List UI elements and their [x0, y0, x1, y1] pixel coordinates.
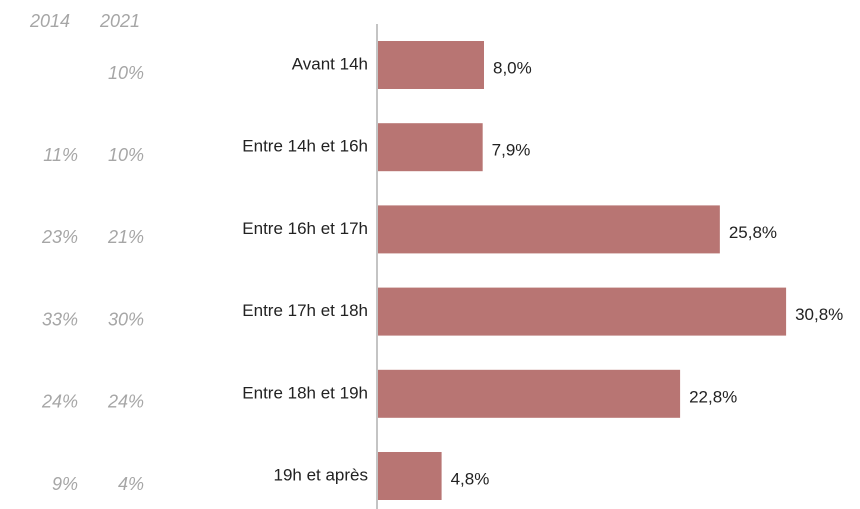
value-label: 25,8%	[729, 223, 777, 242]
column-value: 10%	[108, 63, 144, 83]
column-value: 33%	[42, 309, 78, 329]
bar	[378, 369, 681, 418]
column-value: 30%	[108, 309, 144, 329]
category-label: Entre 16h et 17h	[242, 219, 368, 238]
column-header: 2021	[99, 11, 140, 31]
value-label: 30,8%	[795, 305, 843, 324]
column-value: 24%	[107, 392, 144, 412]
category-label: Entre 17h et 18h	[242, 301, 368, 320]
column-value: 10%	[108, 145, 144, 165]
value-label: 22,8%	[689, 387, 737, 406]
value-label: 7,9%	[492, 141, 531, 160]
column-value: 23%	[41, 227, 78, 247]
bar	[378, 287, 787, 336]
value-label: 8,0%	[493, 58, 532, 77]
bar	[378, 41, 484, 89]
value-label: 4,8%	[451, 469, 490, 488]
column-value: 24%	[41, 392, 78, 412]
column-value: 4%	[118, 474, 144, 494]
bar	[378, 205, 720, 254]
column-value: 9%	[52, 474, 78, 494]
bar	[378, 452, 442, 500]
column-value: 11%	[43, 145, 78, 165]
category-label: Avant 14h	[292, 54, 368, 73]
bar	[378, 123, 483, 172]
category-label: Entre 18h et 19h	[242, 383, 368, 402]
category-label: 19h et après	[273, 465, 368, 484]
column-value: 21%	[107, 227, 144, 247]
category-label: Entre 14h et 16h	[242, 137, 368, 156]
column-header: 2014	[29, 11, 70, 31]
